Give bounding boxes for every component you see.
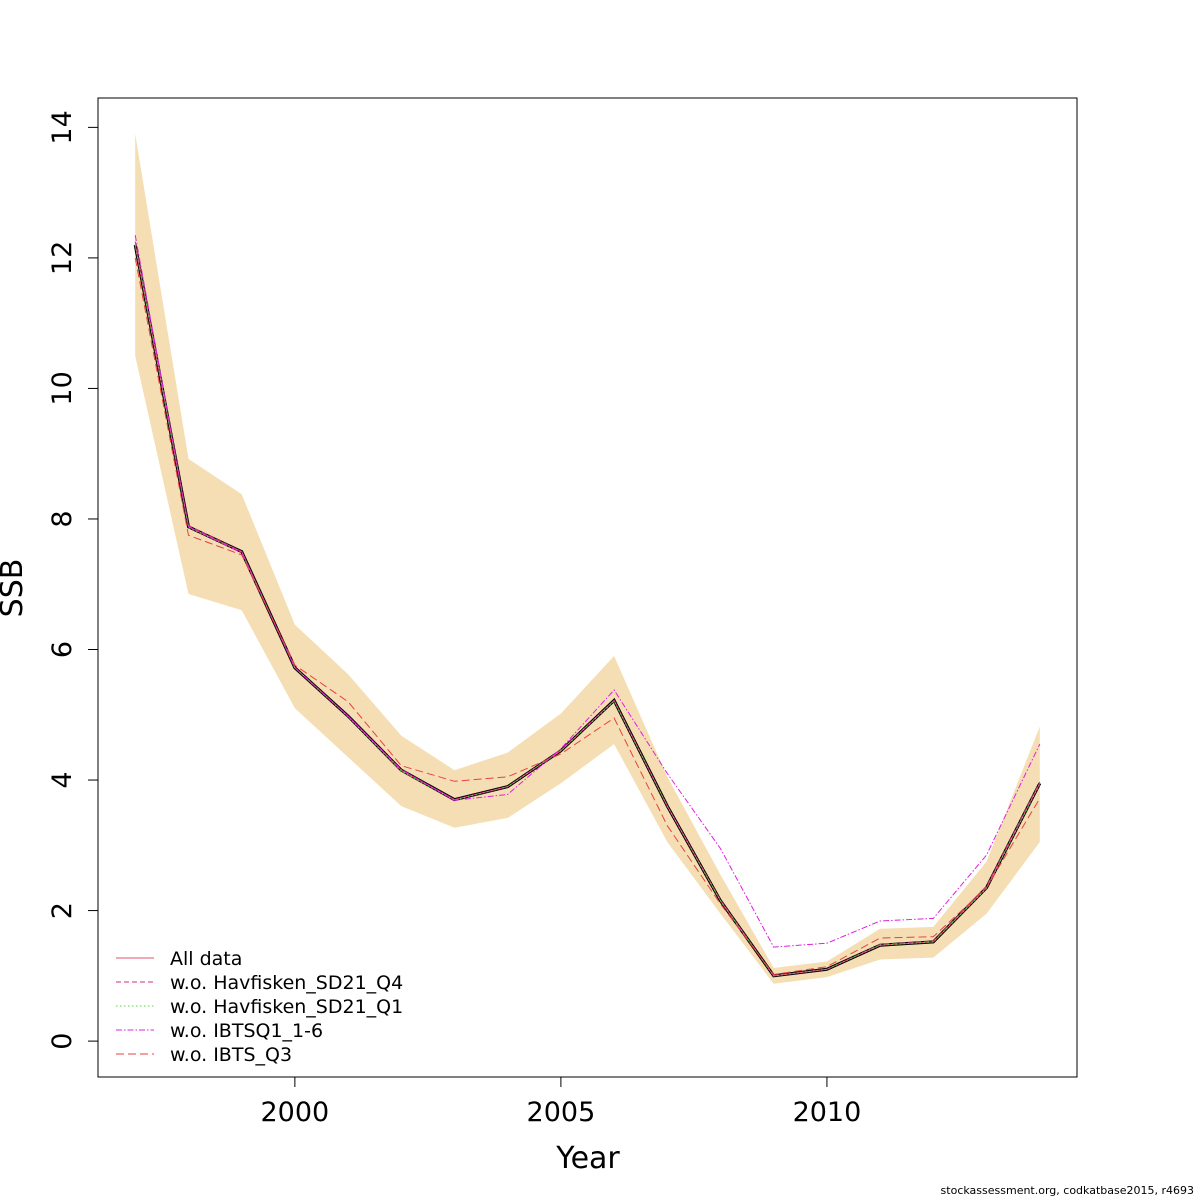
x-axis-title: Year <box>555 1141 620 1176</box>
legend-label-3: w.o. IBTSQ1_1-6 <box>170 1020 323 1042</box>
y-tick-label: 2 <box>47 902 78 919</box>
series-lines-layer <box>133 235 1042 978</box>
y-tick-label: 14 <box>47 110 78 144</box>
series-line-1 <box>134 241 1041 977</box>
x-tick-label: 2000 <box>261 1097 330 1128</box>
legend-label-2: w.o. Havfisken_SD21_Q1 <box>170 996 403 1018</box>
legend-label-4: w.o. IBTS_Q3 <box>170 1044 292 1066</box>
y-tick-label: 0 <box>47 1033 78 1050</box>
y-tick-label: 12 <box>47 241 78 275</box>
plot-frame <box>97 97 1078 1078</box>
axes-layer: 2000 2005 2010 0 2 4 6 8 10 12 14 <box>47 110 861 1128</box>
y-tick-label: 4 <box>47 771 78 788</box>
x-tick-label: 2005 <box>527 1097 596 1128</box>
footer-credit: stockassessment.org, codkatbase2015, r46… <box>940 1184 1194 1197</box>
y-tick-label: 8 <box>47 510 78 527</box>
legend-label-0: All data <box>170 948 242 970</box>
y-tick-label: 10 <box>47 371 78 405</box>
series-line-3 <box>134 235 1041 948</box>
y-tick-label: 6 <box>47 641 78 658</box>
confidence-band-layer <box>135 133 1040 984</box>
confidence-band <box>135 133 1040 984</box>
x-tick-label: 2010 <box>793 1097 862 1128</box>
legend-label-1: w.o. Havfisken_SD21_Q4 <box>170 972 403 994</box>
y-axis-title: SSB <box>0 559 30 618</box>
series-line-4 <box>134 257 1041 976</box>
